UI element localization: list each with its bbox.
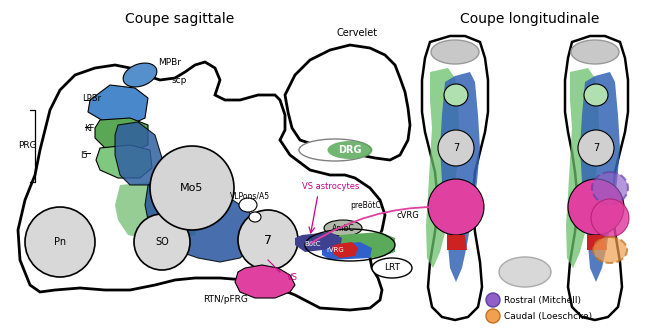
Text: MPBr: MPBr — [158, 58, 181, 67]
Ellipse shape — [123, 63, 157, 87]
Text: Coupe longitudinale: Coupe longitudinale — [461, 12, 600, 26]
Polygon shape — [18, 62, 385, 310]
Ellipse shape — [568, 179, 624, 235]
Polygon shape — [440, 72, 480, 282]
Text: cVRG: cVRG — [397, 210, 420, 219]
Polygon shape — [145, 185, 258, 262]
Polygon shape — [115, 182, 200, 240]
Polygon shape — [426, 68, 460, 268]
Text: 7: 7 — [264, 233, 272, 247]
Ellipse shape — [438, 130, 474, 166]
Ellipse shape — [593, 237, 627, 263]
Polygon shape — [88, 85, 148, 125]
Ellipse shape — [571, 40, 619, 64]
Ellipse shape — [327, 141, 373, 159]
Polygon shape — [295, 232, 342, 252]
Ellipse shape — [239, 198, 257, 212]
Polygon shape — [115, 122, 162, 185]
Polygon shape — [447, 235, 467, 250]
Polygon shape — [285, 45, 410, 160]
Polygon shape — [587, 235, 607, 250]
Ellipse shape — [486, 309, 500, 323]
Ellipse shape — [578, 130, 614, 166]
Ellipse shape — [428, 179, 484, 235]
Text: rVRG: rVRG — [326, 247, 344, 253]
Text: VLPons/A5: VLPons/A5 — [230, 192, 270, 201]
Ellipse shape — [584, 84, 608, 106]
Text: PRG: PRG — [18, 140, 37, 149]
Ellipse shape — [372, 258, 412, 278]
Polygon shape — [322, 242, 372, 260]
Ellipse shape — [249, 212, 261, 222]
Ellipse shape — [134, 214, 190, 270]
Text: DRG: DRG — [338, 145, 362, 155]
Text: BötC: BötC — [305, 241, 321, 247]
Text: Pn: Pn — [54, 237, 66, 247]
Ellipse shape — [299, 139, 371, 161]
Text: VS astrocytes: VS astrocytes — [302, 182, 359, 191]
Polygon shape — [565, 36, 628, 320]
Text: SO: SO — [155, 237, 169, 247]
Ellipse shape — [499, 257, 551, 287]
Ellipse shape — [25, 207, 95, 277]
Text: scp: scp — [172, 75, 187, 84]
Text: preBötC: preBötC — [350, 201, 381, 209]
Ellipse shape — [592, 172, 628, 204]
Text: Coupe sagittale: Coupe sagittale — [125, 12, 235, 26]
Text: Rostral (Mitchell): Rostral (Mitchell) — [504, 295, 581, 305]
Ellipse shape — [486, 293, 500, 307]
Text: VS: VS — [287, 272, 298, 281]
Text: I5: I5 — [80, 150, 88, 159]
Polygon shape — [96, 145, 152, 178]
Polygon shape — [580, 72, 620, 282]
Text: Caudal (Loeschcke): Caudal (Loeschcke) — [504, 312, 592, 321]
Ellipse shape — [431, 40, 479, 64]
Polygon shape — [235, 265, 295, 298]
Text: Cervelet: Cervelet — [336, 28, 378, 38]
Ellipse shape — [591, 199, 629, 237]
Ellipse shape — [444, 84, 468, 106]
Text: LPBr: LPBr — [82, 93, 101, 103]
Ellipse shape — [150, 146, 234, 230]
Polygon shape — [95, 118, 148, 152]
Text: KF: KF — [84, 124, 95, 133]
Text: RTN/pFRG: RTN/pFRG — [204, 295, 248, 305]
Text: 7: 7 — [593, 143, 599, 153]
Ellipse shape — [238, 210, 298, 270]
Text: AmbC: AmbC — [332, 223, 354, 232]
Polygon shape — [422, 36, 488, 320]
Ellipse shape — [324, 220, 362, 236]
Text: LRT: LRT — [384, 264, 400, 272]
Polygon shape — [332, 242, 358, 258]
Text: Mo5: Mo5 — [180, 183, 204, 193]
Polygon shape — [332, 232, 395, 258]
Text: 7: 7 — [453, 143, 459, 153]
Polygon shape — [566, 68, 600, 268]
